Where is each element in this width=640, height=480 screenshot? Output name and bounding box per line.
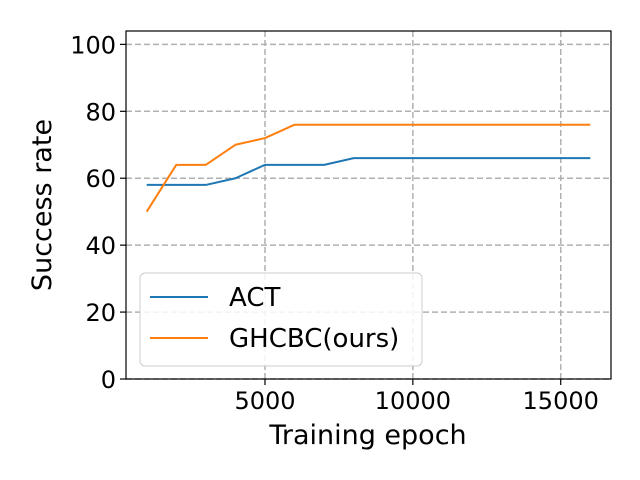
- y-tick-label: 20: [85, 299, 116, 327]
- axis-ticks: 5000 10000 15000 0 20 40 60 80 100: [70, 31, 599, 415]
- series-line-1: [146, 157, 591, 186]
- legend-label-1: ACT: [229, 283, 280, 313]
- x-tick-label: 15000: [523, 387, 599, 415]
- x-tick-label: 10000: [375, 387, 451, 415]
- plot-frame: [125, 30, 612, 380]
- y-tick-label: 60: [85, 165, 116, 193]
- x-axis-label: Training epoch: [268, 420, 466, 451]
- series-lines: [145, 123, 591, 213]
- y-tick-label: 0: [101, 366, 116, 394]
- y-axis-label: Success rate: [27, 119, 58, 291]
- legend: ACT GHCBC(ours): [139, 272, 423, 367]
- y-tick-label: 80: [85, 98, 116, 126]
- legend-box: [139, 272, 423, 367]
- series-line-2: [145, 123, 591, 213]
- y-tick-label: 100: [70, 31, 116, 59]
- legend-label-2: GHCBC(ours): [229, 324, 399, 354]
- x-tick-label: 5000: [234, 387, 295, 415]
- y-tick-label: 40: [85, 232, 116, 260]
